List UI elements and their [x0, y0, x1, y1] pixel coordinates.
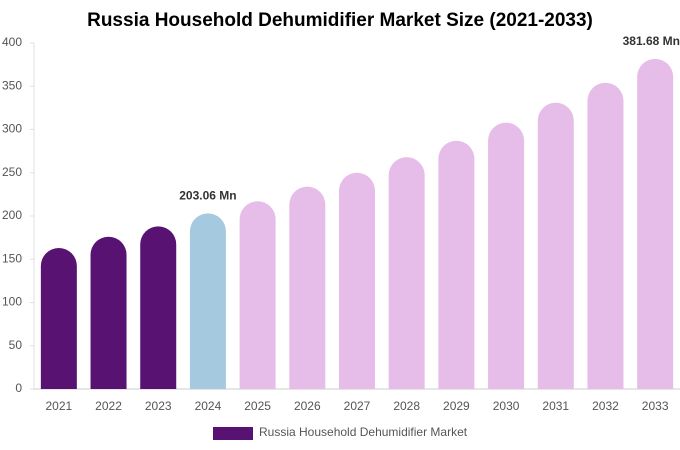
- bar: [388, 157, 425, 389]
- chart-title: Russia Household Dehumidifier Market Siz…: [87, 10, 593, 31]
- y-tick-label: 50: [9, 338, 23, 352]
- bar: [189, 213, 226, 389]
- y-tick-label: 400: [2, 35, 22, 49]
- x-tick-label: 2025: [244, 399, 271, 413]
- value-label: 381.68 Mn: [623, 34, 680, 48]
- bar: [239, 201, 276, 389]
- x-tick-label: 2031: [542, 399, 569, 413]
- x-tick-label: 2032: [592, 399, 619, 413]
- x-tick-label: 2024: [195, 399, 222, 413]
- bar: [339, 172, 375, 389]
- y-tick-label: 350: [2, 78, 22, 92]
- legend-label: Russia Household Dehumidifier Market: [259, 425, 468, 439]
- bar: [438, 140, 475, 389]
- bar: [40, 248, 77, 389]
- y-tick-label: 300: [2, 122, 22, 136]
- y-tick-label: 250: [2, 165, 22, 179]
- legend-swatch: [213, 427, 253, 440]
- bar: [587, 82, 624, 389]
- x-tick-label: 2022: [95, 399, 122, 413]
- x-tick-label: 2023: [145, 399, 172, 413]
- y-tick-label: 150: [2, 251, 22, 265]
- bar: [90, 236, 127, 389]
- x-tick-label: 2029: [443, 399, 470, 413]
- y-tick-label: 200: [2, 208, 22, 222]
- y-tick-label: 100: [2, 295, 22, 309]
- x-tick-label: 2030: [493, 399, 520, 413]
- value-label: 203.06 Mn: [179, 189, 236, 203]
- bar: [140, 226, 177, 389]
- bar: [537, 102, 574, 389]
- x-tick-label: 2027: [344, 399, 371, 413]
- bar: [289, 186, 326, 389]
- x-tick-label: 2021: [45, 399, 72, 413]
- x-tick-label: 2028: [393, 399, 420, 413]
- bar: [488, 122, 525, 389]
- bar: [637, 58, 674, 389]
- x-tick-label: 2033: [642, 399, 669, 413]
- y-tick-label: 0: [15, 381, 22, 395]
- x-tick-label: 2026: [294, 399, 321, 413]
